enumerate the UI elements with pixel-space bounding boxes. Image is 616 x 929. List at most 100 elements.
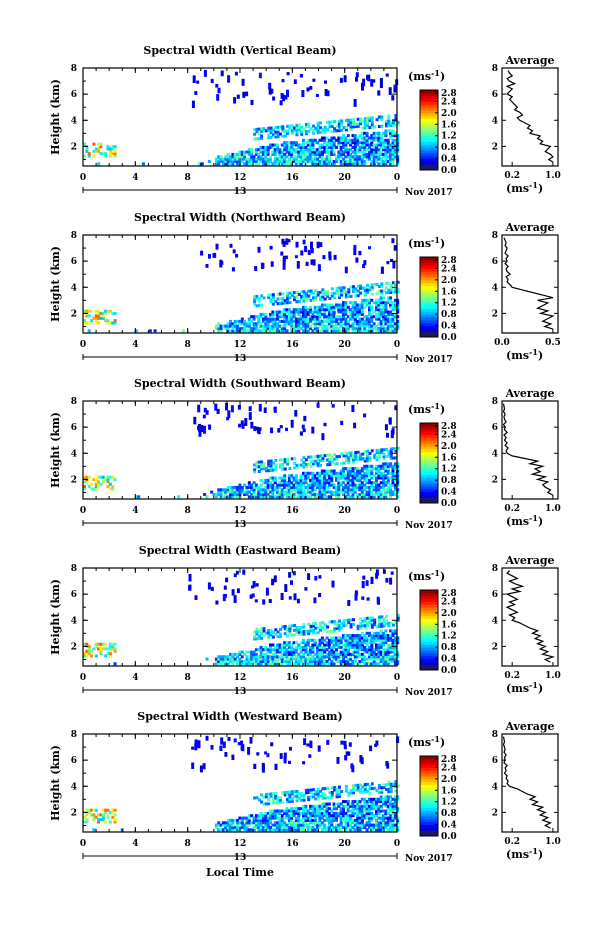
- avg-x-tick-label: 1.0: [545, 671, 561, 681]
- colorbar-cell: [420, 274, 438, 278]
- panel-title: Spectral Width (Westward Beam): [137, 710, 342, 723]
- colorbar-tick-label: 0.8: [441, 310, 457, 320]
- colorbar-tick-label: 1.6: [441, 786, 457, 796]
- colorbar-cell: [420, 778, 438, 783]
- colorbar: (ms-1) 2.82.4 2.01.6 1.20.8 0.40.0: [408, 68, 457, 176]
- colorbar-cell: [420, 161, 438, 165]
- colorbar-cell: [420, 451, 438, 455]
- colorbar-cell: [420, 311, 438, 315]
- colorbar-cell: [420, 491, 438, 495]
- colorbar-cell: [420, 95, 438, 100]
- colorbar-cell: [420, 437, 438, 441]
- colorbar-cell: [420, 431, 438, 435]
- colorbar-tick-label: 1.2: [441, 465, 457, 475]
- x-axis-label: Local Time: [206, 866, 274, 879]
- colorbar-cell: [420, 485, 438, 490]
- avg-y-tick-label: 2: [492, 142, 498, 152]
- colorbar-cell: [420, 773, 438, 777]
- x-tick-label: 8: [185, 506, 191, 516]
- x-tick-label: 4: [132, 839, 138, 849]
- colorbar-cell: [420, 425, 438, 430]
- avg-y-tick-label: 8: [492, 397, 498, 407]
- colorbar-tick-label: 0.0: [441, 166, 457, 176]
- colorbar-cell: [420, 465, 438, 470]
- colorbar-tick-label: 2.8: [441, 256, 457, 266]
- colorbar-cell: [420, 110, 438, 114]
- day-label: 13: [234, 687, 247, 697]
- average-frame: [501, 733, 559, 833]
- y-tick-label: 6: [71, 590, 77, 600]
- colorbar-cell: [420, 477, 438, 481]
- colorbar-cell: [420, 90, 438, 94]
- panel-title: Spectral Width (Eastward Beam): [139, 544, 341, 557]
- date-label: Nov 2017: [405, 521, 453, 531]
- colorbar-cell: [420, 661, 438, 665]
- y-tick-label: 8: [71, 64, 77, 74]
- y-tick-label: 2: [71, 475, 77, 485]
- colorbar-cell: [420, 121, 438, 125]
- date-label: Nov 2017: [405, 355, 453, 365]
- heatmap-image: [83, 402, 400, 499]
- y-tick-label: 4: [71, 116, 77, 126]
- y-tick-label: 6: [71, 423, 77, 433]
- colorbar-tick-label: 0.4: [441, 821, 457, 831]
- x-tick-label: 0: [394, 839, 400, 849]
- heatmap-image: [83, 735, 400, 832]
- colorbar-tick-label: 2.8: [441, 589, 457, 599]
- avg-y-tick-label: 4: [492, 782, 498, 792]
- avg-y-tick-label: 6: [492, 257, 498, 267]
- colorbar-cell: [420, 650, 438, 654]
- colorbar-cell: [420, 463, 438, 467]
- average-frame: [501, 67, 559, 167]
- colorbar-cell: [420, 317, 438, 321]
- average-title: Average: [504, 221, 554, 234]
- avg-y-tick-label: 6: [492, 756, 498, 766]
- x-tick-label: 16: [286, 173, 299, 183]
- colorbar-cell: [420, 787, 438, 791]
- average-title: Average: [504, 54, 554, 67]
- colorbar-frame: [419, 256, 439, 338]
- colorbar-tick-label: 1.6: [441, 620, 457, 630]
- colorbar-cell: [420, 790, 438, 794]
- colorbar: (ms-1) 2.82.4 2.01.6 1.20.8 0.40.0: [408, 568, 457, 676]
- x-tick-label: 12: [234, 340, 247, 350]
- colorbar-cell: [420, 302, 438, 307]
- colorbar-cell: [420, 494, 438, 498]
- colorbar: (ms-1) 2.82.4 2.01.6 1.20.8 0.40.0: [408, 235, 457, 343]
- y-axis-label: Height (km): [49, 79, 62, 155]
- colorbar-cell: [420, 118, 438, 122]
- colorbar-cell: [420, 667, 438, 671]
- x-tick-label: 8: [185, 340, 191, 350]
- colorbar-cell: [420, 635, 438, 640]
- colorbar-cell: [420, 770, 438, 774]
- colorbar-tick-label: 2.0: [441, 775, 457, 785]
- colorbar-cell: [420, 821, 438, 826]
- colorbar-cell: [420, 144, 438, 148]
- average-unit: (ms-1): [506, 513, 543, 528]
- colorbar-tick-label: 0.4: [441, 322, 457, 332]
- colorbar-cell: [420, 434, 438, 438]
- y-tick-label: 8: [71, 397, 77, 407]
- colorbar-cell: [420, 328, 438, 332]
- colorbar-cell: [420, 810, 438, 814]
- x-tick-label: 0: [80, 839, 86, 849]
- colorbar-cell: [420, 776, 438, 780]
- colorbar-cell: [420, 816, 438, 820]
- colorbar-cell: [420, 615, 438, 620]
- colorbar-cell: [420, 624, 438, 628]
- y-tick-label: 2: [71, 642, 77, 652]
- colorbar-cell: [420, 618, 438, 622]
- average-title: Average: [504, 554, 554, 567]
- y-tick-label: 4: [71, 449, 77, 459]
- avg-x-tick-label: 1.0: [545, 504, 561, 514]
- colorbar-cell: [420, 632, 438, 637]
- x-tick-label: 0: [80, 506, 86, 516]
- y-axis-label: Height (km): [49, 246, 62, 322]
- colorbar-tick-label: 2.0: [441, 442, 457, 452]
- colorbar-cell: [420, 294, 438, 298]
- x-tick-label: 0: [394, 173, 400, 183]
- colorbar-cell: [420, 793, 438, 797]
- date-label: Nov 2017: [405, 188, 453, 198]
